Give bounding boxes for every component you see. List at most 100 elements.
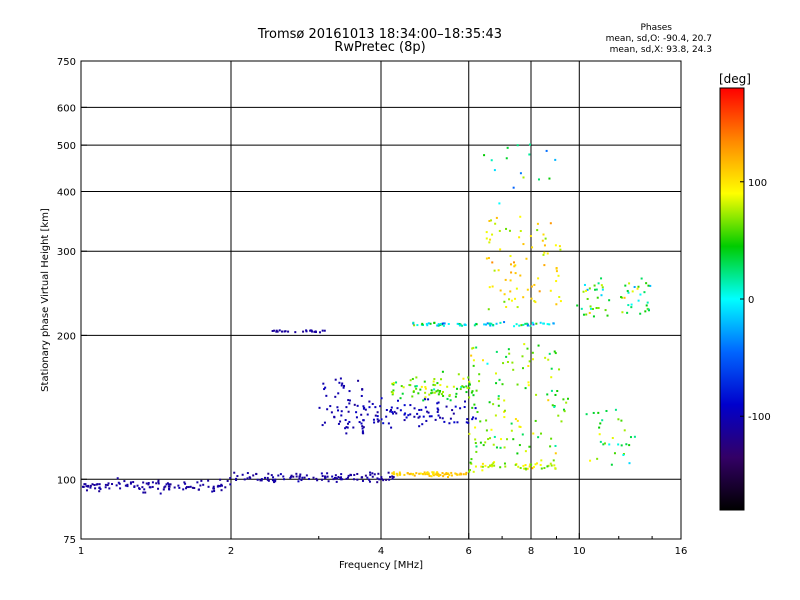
data-point	[438, 391, 441, 394]
data-point	[357, 379, 360, 382]
data-point	[147, 482, 150, 485]
data-point	[334, 378, 337, 381]
data-point	[216, 485, 219, 488]
data-point	[424, 391, 427, 394]
data-point	[586, 288, 589, 291]
data-point	[331, 475, 334, 478]
data-point	[466, 386, 469, 389]
data-point	[415, 472, 418, 475]
data-point	[312, 476, 315, 479]
data-point	[556, 389, 559, 392]
data-point	[557, 414, 560, 417]
data-point	[487, 466, 490, 469]
data-point	[157, 487, 160, 490]
data-point	[361, 425, 364, 428]
data-point	[554, 244, 557, 247]
data-point	[278, 329, 281, 332]
data-point	[104, 483, 107, 486]
data-point	[524, 322, 527, 325]
data-point	[475, 450, 478, 453]
data-point	[323, 421, 326, 424]
data-point	[530, 463, 533, 466]
data-point	[419, 388, 422, 391]
data-point	[503, 462, 506, 465]
data-point	[637, 299, 640, 302]
data-point	[425, 419, 428, 422]
data-point	[266, 478, 269, 481]
data-point	[255, 472, 258, 475]
data-point	[433, 391, 436, 394]
data-point	[252, 474, 255, 477]
y-tick-label: 600	[57, 103, 76, 114]
data-point	[438, 323, 441, 326]
data-point	[391, 411, 394, 414]
data-point	[566, 397, 569, 400]
data-point	[439, 474, 442, 477]
data-point	[522, 323, 525, 326]
data-point	[512, 438, 515, 441]
data-point	[385, 415, 388, 418]
data-point	[537, 277, 540, 280]
data-point	[507, 348, 510, 351]
data-point	[276, 330, 279, 333]
data-point	[419, 472, 422, 475]
data-point	[491, 463, 494, 466]
data-point	[284, 330, 287, 333]
data-point	[614, 408, 617, 411]
data-point	[348, 399, 351, 402]
data-point	[305, 474, 308, 477]
data-point	[155, 482, 158, 485]
data-point	[529, 324, 532, 327]
data-point	[398, 471, 401, 474]
data-point	[493, 269, 496, 272]
data-point	[523, 467, 526, 470]
data-point	[580, 307, 583, 310]
data-point	[129, 481, 132, 484]
data-point	[337, 422, 340, 425]
data-point	[346, 476, 349, 479]
data-point	[505, 355, 508, 358]
data-point	[506, 146, 509, 149]
data-point	[424, 396, 427, 399]
data-point	[157, 479, 160, 482]
data-point	[352, 426, 355, 429]
colorbar-tick-label: 0	[748, 295, 754, 306]
data-point	[560, 420, 563, 423]
data-point	[298, 477, 301, 480]
data-point	[486, 362, 489, 365]
data-point	[470, 462, 473, 465]
data-point	[516, 306, 519, 309]
data-point	[426, 410, 429, 413]
data-point	[559, 300, 562, 303]
data-point	[624, 284, 627, 287]
data-point	[562, 398, 565, 401]
data-point	[441, 322, 444, 325]
data-point	[533, 300, 536, 303]
data-point	[596, 457, 599, 460]
y-tick-label: 300	[57, 247, 76, 258]
data-point	[515, 323, 518, 326]
data-point	[442, 322, 445, 325]
data-point	[344, 419, 347, 422]
data-point	[548, 177, 551, 180]
data-point	[522, 176, 525, 179]
data-point	[437, 323, 440, 326]
data-point	[620, 296, 623, 299]
data-point	[534, 419, 537, 422]
data-point	[490, 428, 493, 431]
data-point	[325, 394, 328, 397]
data-point	[522, 243, 525, 246]
data-point	[610, 463, 613, 466]
data-point	[360, 394, 363, 397]
data-point	[380, 418, 383, 421]
data-point	[613, 452, 616, 455]
data-point	[628, 444, 631, 447]
data-point	[437, 324, 440, 327]
data-point	[356, 478, 359, 481]
data-point	[133, 485, 136, 488]
data-point	[416, 412, 419, 415]
data-point	[430, 475, 433, 478]
data-point	[488, 322, 491, 325]
data-point	[459, 473, 462, 476]
data-point	[491, 465, 494, 468]
